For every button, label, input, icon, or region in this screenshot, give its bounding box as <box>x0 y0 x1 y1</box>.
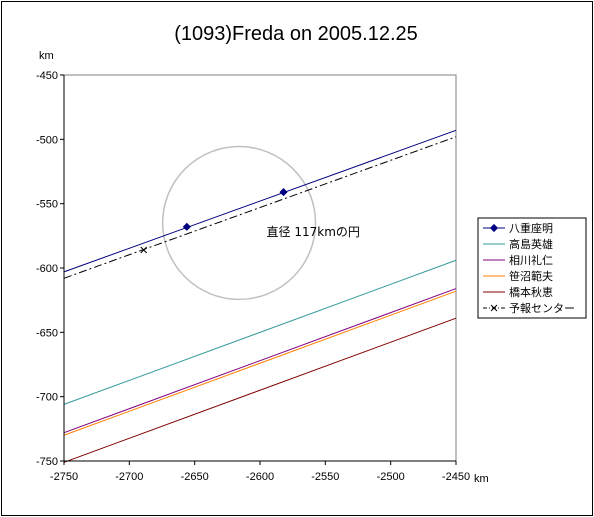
x-axis-unit: km <box>474 473 489 485</box>
x-tick-label: -2600 <box>246 471 274 483</box>
axis-layer: -450 -500 -550 -600 -650 -700 -750 -2750 -2700 -2… <box>36 70 470 483</box>
y-axis-unit: km <box>39 50 54 62</box>
legend-marker-diamond <box>489 223 499 233</box>
legend-label: 八重座明 <box>509 221 553 235</box>
y-tick-label: -750 <box>36 456 58 468</box>
legend-item: 八重座明 <box>483 221 553 235</box>
legend-item: 笹沼範夫 <box>483 269 553 283</box>
legend-item: 予報センター <box>483 302 575 315</box>
plot-area <box>63 74 457 462</box>
legend-item: 橋本秋恵 <box>483 285 553 299</box>
series-1-point-2 <box>279 188 288 197</box>
y-tick-label: -550 <box>36 199 58 211</box>
series-1-point-1 <box>182 222 191 231</box>
series-line-1 <box>63 129 457 273</box>
legend-label: 予報センター <box>509 302 575 315</box>
series-line-5 <box>63 317 457 463</box>
chart-title: (1093)Freda on 2005.12.25 <box>174 23 418 45</box>
x-tick-label: -2500 <box>377 471 405 483</box>
y-tick-label: -650 <box>36 327 58 339</box>
diameter-circle <box>161 145 317 301</box>
y-tick-label: -450 <box>36 70 58 82</box>
x-tick-label: -2450 <box>442 471 470 483</box>
legend-marker-x <box>490 304 498 312</box>
series-line-2 <box>63 259 457 405</box>
series-line-6 <box>63 136 457 279</box>
x-tick-label: -2700 <box>115 471 143 483</box>
legend-box <box>477 217 587 319</box>
legend-label: 橋本秋恵 <box>509 285 553 299</box>
series-line-3 <box>63 288 457 434</box>
x-tick-label: -2650 <box>181 471 209 483</box>
legend-label: 相川礼仁 <box>509 253 553 267</box>
x-tick-label: -2550 <box>311 471 339 483</box>
series-line-4 <box>63 290 457 436</box>
y-tick-label: -500 <box>36 134 58 146</box>
legend-item: 相川礼仁 <box>483 253 553 267</box>
plot-layer <box>63 129 457 463</box>
legend-item: 高島英雄 <box>483 237 553 251</box>
y-tick-label: -700 <box>36 392 58 404</box>
legend-label: 笹沼範夫 <box>509 269 553 283</box>
series-6-point-1 <box>140 246 148 254</box>
circle-annotation: 直径 117kmの円 <box>267 225 360 239</box>
x-tick-label: -2750 <box>50 471 78 483</box>
y-tick-label: -600 <box>36 263 58 275</box>
legend-label: 高島英雄 <box>509 237 553 251</box>
